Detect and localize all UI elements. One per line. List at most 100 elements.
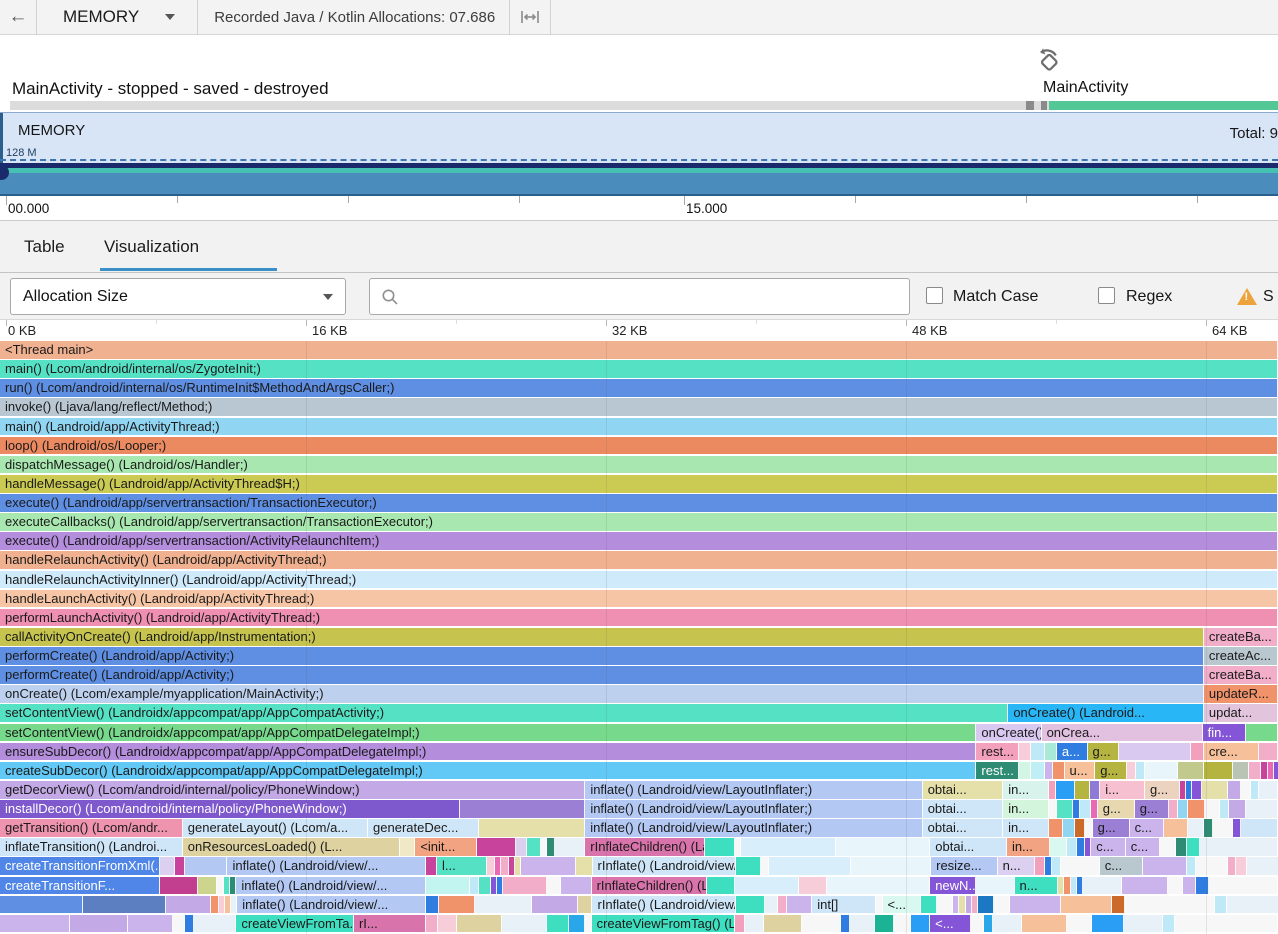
flame-segment[interactable]: getDecorView() (Lcom/android/internal/po… <box>0 780 586 799</box>
flame-segment[interactable]: updateR... <box>1203 685 1278 703</box>
flame-segment-filler[interactable] <box>1084 838 1092 856</box>
flame-segment-filler[interactable] <box>500 857 509 876</box>
flame-segment-filler[interactable] <box>705 838 735 856</box>
flame-segment-filler[interactable] <box>1228 780 1241 799</box>
flame-segment-filler[interactable] <box>1022 914 1067 933</box>
flame-segment-filler[interactable] <box>1031 742 1046 761</box>
flame-segment-filler[interactable] <box>965 895 972 914</box>
flame-segment-filler[interactable] <box>735 857 762 876</box>
memory-track[interactable]: MEMORY Total: 9 128 M <box>0 112 1278 196</box>
flame-segment-filler[interactable] <box>1233 819 1241 837</box>
flame-segment-filler[interactable] <box>1178 761 1204 780</box>
flame-segment-filler[interactable] <box>1090 780 1101 799</box>
flame-segment-filler[interactable] <box>744 914 765 933</box>
flame-segment[interactable]: performCreate() (Landroid/app/Activity;) <box>0 666 1204 684</box>
flame-segment-filler[interactable] <box>1188 800 1206 818</box>
group-by-dropdown[interactable]: Allocation Size <box>10 278 346 315</box>
flame-segment-filler[interactable] <box>1167 876 1184 895</box>
flame-segment-filler[interactable] <box>1121 876 1168 895</box>
flame-segment[interactable]: in... <box>1003 819 1050 837</box>
flame-segment-filler[interactable] <box>777 895 787 914</box>
flame-segment-filler[interactable] <box>70 914 128 933</box>
flame-segment-filler[interactable] <box>1049 800 1057 818</box>
flame-segment-filler[interactable] <box>993 895 1011 914</box>
flame-segment-filler[interactable] <box>166 895 211 914</box>
flame-segment-filler[interactable] <box>1188 819 1204 837</box>
time-ruler[interactable]: 00.000 15.000 <box>0 196 1278 221</box>
flame-segment[interactable]: g... <box>1145 780 1180 799</box>
flame-segment-filler[interactable] <box>910 914 931 933</box>
match-case-checkbox[interactable] <box>926 287 943 304</box>
flame-segment[interactable]: invoke() (Ljava/lang/reflect/Method;) <box>0 398 1278 417</box>
flame-segment-filler[interactable] <box>426 895 440 914</box>
flame-segment-filler[interactable] <box>0 914 71 933</box>
flame-segment-filler[interactable] <box>1195 857 1228 876</box>
flame-segment[interactable]: g... <box>1095 761 1128 780</box>
flame-segment-filler[interactable] <box>400 838 416 856</box>
flame-segment-filler[interactable] <box>802 914 841 933</box>
flame-segment-filler[interactable] <box>526 838 541 856</box>
flame-segment-filler[interactable] <box>1055 780 1075 799</box>
flame-segment-filler[interactable] <box>735 895 765 914</box>
flame-segment-filler[interactable] <box>876 895 883 914</box>
flame-segment[interactable]: rest... <box>976 761 1019 780</box>
flame-segment-filler[interactable] <box>1258 780 1278 799</box>
flame-segment[interactable]: onCreate()... <box>976 723 1042 742</box>
flame-segment-filler[interactable] <box>764 914 803 933</box>
flame-segment-filler[interactable] <box>83 895 167 914</box>
back-button[interactable]: ← <box>8 6 28 27</box>
flame-segment-filler[interactable] <box>1160 838 1176 856</box>
flame-segment-filler[interactable] <box>1251 780 1259 799</box>
flame-segment[interactable]: u... <box>1064 761 1096 780</box>
flame-segment[interactable]: createTransitionF... <box>0 876 160 895</box>
flame-segment-filler[interactable] <box>474 895 533 914</box>
profiler-dropdown[interactable]: MEMORY <box>37 0 197 35</box>
flame-segment-filler[interactable] <box>971 895 979 914</box>
flame-segment-filler[interactable] <box>1018 761 1032 780</box>
flame-segment-filler[interactable] <box>1258 742 1278 761</box>
flame-segment[interactable]: onCrea... <box>1041 723 1203 742</box>
flame-segment[interactable]: inflate() (Landroid/view/LayoutInflater;… <box>585 780 923 799</box>
flame-segment[interactable]: rInflateChildren() (Landroid/v... <box>591 876 707 895</box>
flame-segment-filler[interactable] <box>1119 742 1192 761</box>
flame-segment-filler[interactable] <box>1053 761 1065 780</box>
flame-segment-filler[interactable] <box>172 914 186 933</box>
flame-segment-filler[interactable] <box>741 838 836 856</box>
flame-segment-filler[interactable] <box>798 876 827 895</box>
flame-segment-filler[interactable] <box>1246 857 1278 876</box>
flame-segment[interactable]: createSubDecor() (Landroidx/appcompat/ap… <box>0 761 977 780</box>
flame-segment[interactable]: rInflate() (Landroid/view/LayoutInflate.… <box>592 857 736 876</box>
flame-segment-filler[interactable] <box>826 876 931 895</box>
flame-segment-filler[interactable] <box>1125 895 1215 914</box>
flame-segment-filler[interactable] <box>976 876 1015 895</box>
flame-segment-filler[interactable] <box>175 857 186 876</box>
flame-segment-filler[interactable] <box>1074 819 1085 837</box>
flame-segment-filler[interactable] <box>971 914 984 933</box>
flame-segment-filler[interactable] <box>1212 819 1234 837</box>
flame-segment[interactable]: createViewFromTa... <box>236 914 354 933</box>
flame-segment-filler[interactable] <box>1236 857 1247 876</box>
flame-segment[interactable]: n... <box>1014 876 1058 895</box>
flame-segment[interactable]: <init... <box>415 838 477 856</box>
flame-segment[interactable]: handleMessage() (Landroid/app/ActivityTh… <box>0 474 1278 493</box>
flame-segment-filler[interactable] <box>1061 857 1100 876</box>
flame-segment-filler[interactable] <box>1179 780 1186 799</box>
flame-segment-filler[interactable] <box>1052 857 1062 876</box>
flame-segment-filler[interactable] <box>1169 800 1179 818</box>
flame-segment[interactable]: handleRelaunchActivityInner() (Landroid/… <box>0 570 1278 589</box>
flame-segment[interactable]: run() (Lcom/android/internal/os/RuntimeI… <box>0 379 1278 397</box>
flame-segment-filler[interactable] <box>959 895 966 914</box>
flame-segment-filler[interactable] <box>1079 800 1092 818</box>
flame-segment[interactable]: g... <box>1087 742 1120 761</box>
flame-segment[interactable]: setContentView() (Landroidx/appcompat/ap… <box>0 704 1009 723</box>
flame-segment[interactable]: rest... <box>976 742 1019 761</box>
flame-segment-filler[interactable] <box>920 895 938 914</box>
flame-segment-filler[interactable] <box>849 914 876 933</box>
flame-segment-filler[interactable] <box>1056 800 1074 818</box>
flame-segment-filler[interactable] <box>585 914 592 933</box>
flame-segment[interactable]: g... <box>1097 800 1135 818</box>
flame-segment-filler[interactable] <box>502 914 547 933</box>
flame-segment-filler[interactable] <box>438 914 458 933</box>
flame-segment-filler[interactable] <box>0 895 84 914</box>
flame-segment[interactable]: rI... <box>353 914 426 933</box>
